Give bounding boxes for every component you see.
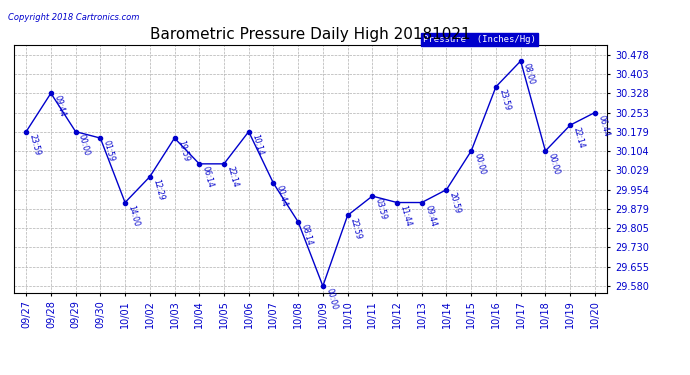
Text: 06:14: 06:14 [201,165,215,189]
Text: 03:59: 03:59 [374,198,388,221]
Text: 23:59: 23:59 [497,88,512,112]
Text: 22:14: 22:14 [571,127,586,150]
Text: 00:00: 00:00 [546,152,561,176]
Text: 00:00: 00:00 [473,152,487,176]
Text: 01:59: 01:59 [101,140,116,163]
Text: 14:00: 14:00 [126,204,141,227]
Text: 00:00: 00:00 [77,133,91,157]
Text: 20:59: 20:59 [448,191,462,214]
Text: 09:44: 09:44 [52,94,67,118]
Text: 00:44: 00:44 [275,184,289,208]
Text: 22:59: 22:59 [349,217,364,240]
Text: 08:00: 08:00 [522,62,536,86]
Text: 06:44: 06:44 [596,114,611,138]
Text: 12:29: 12:29 [151,178,166,201]
Text: 11:44: 11:44 [398,204,413,227]
Text: 23:59: 23:59 [28,133,42,156]
Text: 08:14: 08:14 [299,223,314,247]
Text: 19:59: 19:59 [176,140,190,163]
Text: 09:44: 09:44 [423,204,437,228]
Text: 10:14: 10:14 [250,133,264,156]
Title: Barometric Pressure Daily High 20181021: Barometric Pressure Daily High 20181021 [150,27,471,42]
Text: Copyright 2018 Cartronics.com: Copyright 2018 Cartronics.com [8,13,139,22]
Text: 00:00: 00:00 [324,288,339,311]
Text: 22:14: 22:14 [226,165,239,189]
Text: Pressure  (Inches/Hg): Pressure (Inches/Hg) [423,35,536,44]
